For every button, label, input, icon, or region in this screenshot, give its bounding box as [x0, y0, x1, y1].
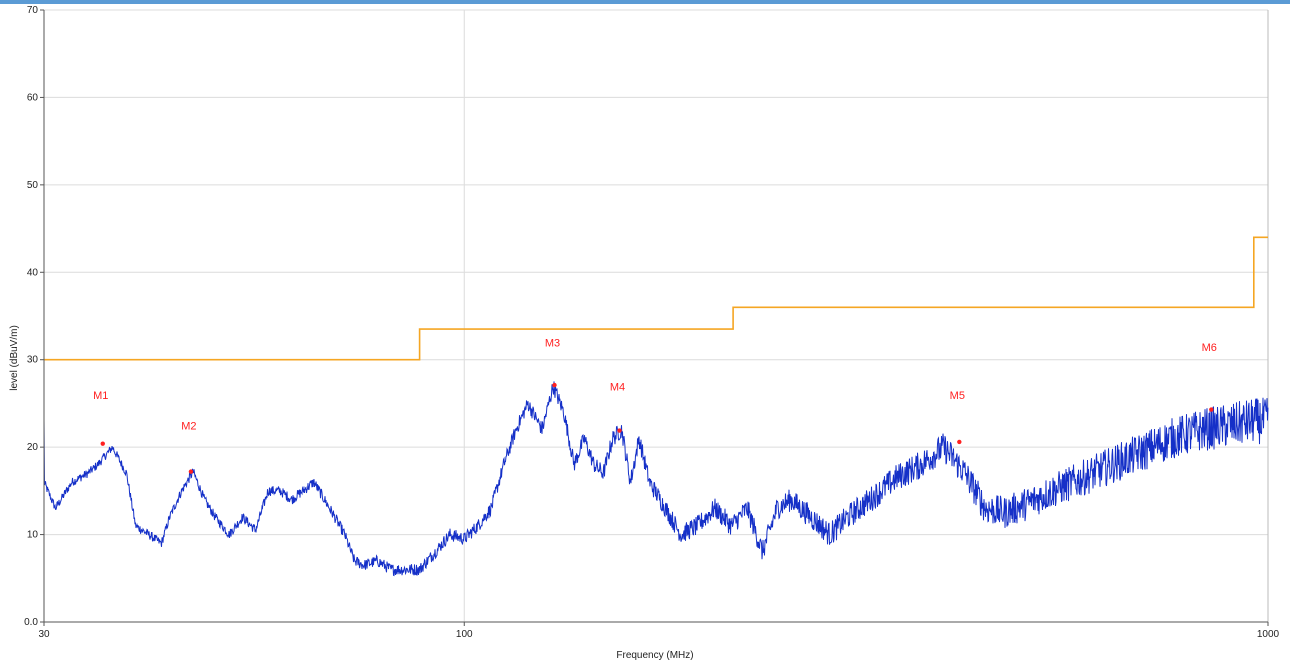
grid-lines — [44, 9, 1269, 622]
axes: 0.0 10 20 30 40 50 60 70 30 100 1000 — [24, 5, 1279, 640]
y-tick-label: 40 — [27, 267, 39, 278]
marker-label-m4: M4 — [610, 381, 625, 393]
limit-line — [44, 236, 1268, 361]
marker-point-m2 — [188, 469, 194, 474]
trace-group — [43, 381, 1269, 577]
y-tick-label: 60 — [27, 92, 39, 103]
measurement-trace — [43, 381, 1269, 577]
marker-label-m2: M2 — [181, 421, 196, 433]
x-axis-title: Frequency (MHz) — [616, 650, 693, 661]
y-tick-label: 30 — [27, 355, 39, 366]
marker-label-m5: M5 — [950, 390, 965, 402]
marker-point-m6 — [1209, 407, 1214, 412]
y-tick-label: 0.0 — [24, 617, 38, 628]
y-tick-label: 10 — [27, 530, 39, 541]
x-tick-label: 1000 — [1257, 629, 1280, 640]
header-accent-bar — [0, 0, 1290, 4]
x-tick-label: 30 — [38, 629, 50, 640]
marker-label-m3: M3 — [545, 338, 560, 350]
y-tick-label: 50 — [27, 180, 39, 191]
y-tick-label: 70 — [27, 5, 39, 16]
marker-point-m1 — [100, 441, 105, 446]
x-tick-label: 100 — [456, 629, 473, 640]
marker-label-m1: M1 — [93, 390, 108, 402]
y-axis-title: level (dBuV/m) — [9, 325, 20, 391]
limit-line-group — [44, 236, 1268, 361]
marker-point-m5 — [957, 439, 962, 445]
marker-label-m6: M6 — [1202, 342, 1217, 354]
marker-point-m3 — [552, 382, 557, 388]
y-tick-label: 20 — [27, 442, 39, 453]
marker-group: M1 M2 M3 M4 M5 M6 — [93, 338, 1217, 474]
marker-point-m4 — [617, 428, 622, 433]
